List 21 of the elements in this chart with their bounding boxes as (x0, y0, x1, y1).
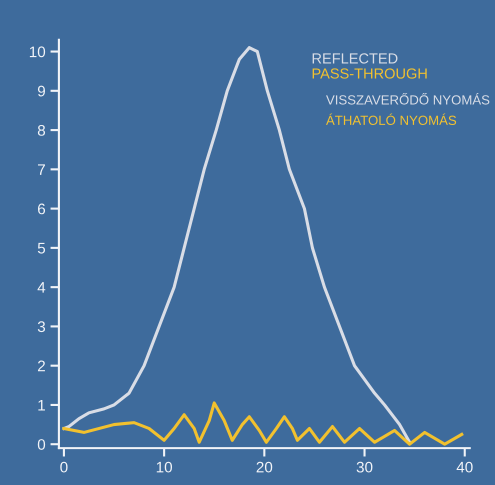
y-tick-label: 0 (38, 439, 46, 450)
y-tick-label: 3 (38, 321, 46, 332)
text: PASS-THROUGH (312, 68, 427, 79)
annotation: ÁTHATOLÓ NYOMÁS (326, 113, 456, 126)
x-tick-label: 40 (456, 462, 473, 473)
y-tick-label: 1 (38, 400, 45, 410)
y-tick-label: 10 (30, 46, 46, 58)
text: REFLECTED (312, 53, 398, 64)
y-tick-label: 7 (38, 164, 45, 175)
x-tick-label: 30 (356, 462, 372, 473)
y-tick-label: 8 (38, 124, 46, 136)
y-tick-label: 5 (38, 242, 46, 254)
annotation: VISSZAVERŐDŐ NYOMÁS (326, 93, 490, 105)
x-tick-label: 0 (60, 462, 68, 473)
y-tick-label: 6 (38, 203, 46, 214)
x-tick-label: 10 (156, 462, 172, 473)
line-series (62, 401, 464, 446)
y-tick-label: 4 (38, 282, 46, 293)
y-tick-label: 9 (38, 86, 45, 96)
y-tick-label: 2 (38, 360, 45, 372)
x-tick-label: 20 (256, 462, 272, 473)
